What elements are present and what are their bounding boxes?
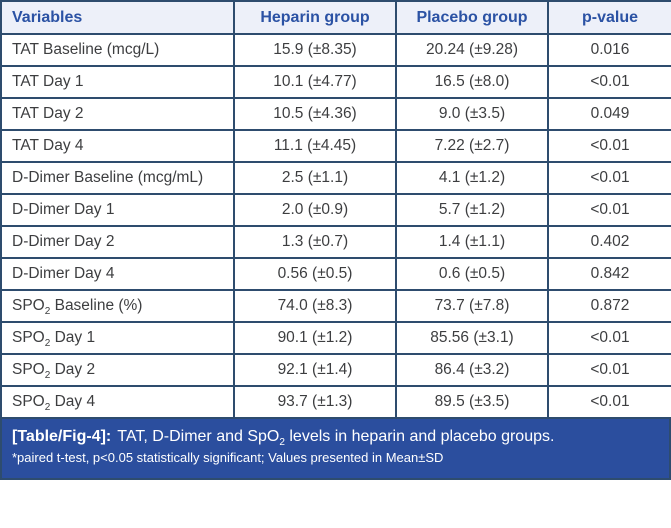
heparin-cell: 90.1 (±1.2) [233,321,397,355]
caption-label: [Table/Fig-4]: [12,428,112,445]
table-row: D-Dimer Baseline (mcg/mL) 2.5 (±1.1) 4.1 (… [0,161,671,195]
placebo-cell: 0.6 (±0.5) [395,257,549,291]
variable-cell: D-Dimer Baseline (mcg/mL) [0,161,235,195]
p-value-cell: 0.016 [547,33,671,67]
table-row: D-Dimer Day 1 2.0 (±0.9) 5.7 (±1.2) <0.01 [0,193,671,227]
subscript: 2 [44,306,51,317]
table-row: SPO2 Baseline (%) 74.0 (±8.3) 73.7 (±7.8) 0… [0,289,671,323]
variable-cell: TAT Day 4 [0,129,235,163]
table-row: D-Dimer Day 4 0.56 (±0.5) 0.6 (±0.5) 0.842 [0,257,671,291]
results-table: Variables Heparin group Placebo group p-val… [0,0,671,419]
subscript: 2 [44,338,51,349]
heparin-cell: 1.3 (±0.7) [233,225,397,259]
heparin-cell: 2.0 (±0.9) [233,193,397,227]
variable-cell: TAT Baseline (mcg/L) [0,33,235,67]
variable-cell: SPO2 Day 1 [0,321,235,355]
placebo-cell: 9.0 (±3.5) [395,97,549,131]
variable-cell: TAT Day 1 [0,65,235,99]
table-row: SPO2 Day 1 90.1 (±1.2) 85.56 (±3.1) <0.01 [0,321,671,355]
variable-cell: D-Dimer Day 2 [0,225,235,259]
heparin-cell: 0.56 (±0.5) [233,257,397,291]
placebo-cell: 20.24 (±9.28) [395,33,549,67]
subscript: 2 [44,402,51,413]
p-value-cell: 0.872 [547,289,671,323]
caption-text-pre: TAT, D-Dimer and SpO [117,428,280,445]
p-value-cell: 0.402 [547,225,671,259]
placebo-cell: 4.1 (±1.2) [395,161,549,195]
table-row: SPO2 Day 2 92.1 (±1.4) 86.4 (±3.2) <0.01 [0,353,671,387]
p-value-cell: <0.01 [547,385,671,419]
placebo-cell: 73.7 (±7.8) [395,289,549,323]
heparin-cell: 15.9 (±8.35) [233,33,397,67]
column-header: Heparin group [233,0,397,35]
caption-footnote: *paired t-test, p<0.05 statistically sig… [12,450,444,465]
placebo-cell: 86.4 (±3.2) [395,353,549,387]
heparin-cell: 10.5 (±4.36) [233,97,397,131]
p-value-cell: 0.049 [547,97,671,131]
column-header: Variables [0,0,235,35]
variable-cell: SPO2 Day 2 [0,353,235,387]
table-row: TAT Day 4 11.1 (±4.45) 7.22 (±2.7) <0.01 [0,129,671,163]
p-value-cell: <0.01 [547,321,671,355]
heparin-cell: 92.1 (±1.4) [233,353,397,387]
heparin-cell: 2.5 (±1.1) [233,161,397,195]
column-header: p-value [547,0,671,35]
variable-cell: D-Dimer Day 1 [0,193,235,227]
p-value-cell: 0.842 [547,257,671,291]
placebo-cell: 7.22 (±2.7) [395,129,549,163]
column-header: Placebo group [395,0,549,35]
variable-cell: SPO2 Day 4 [0,385,235,419]
caption-text-post: levels in heparin and placebo groups. [284,428,555,445]
header-row: Variables Heparin group Placebo group p-val… [0,0,671,35]
heparin-cell: 74.0 (±8.3) [233,289,397,323]
heparin-cell: 11.1 (±4.45) [233,129,397,163]
table-body: TAT Baseline (mcg/L) 15.9 (±8.35) 20.24 (±… [0,33,671,419]
heparin-cell: 93.7 (±1.3) [233,385,397,419]
p-value-cell: <0.01 [547,193,671,227]
placebo-cell: 5.7 (±1.2) [395,193,549,227]
p-value-cell: <0.01 [547,65,671,99]
placebo-cell: 16.5 (±8.0) [395,65,549,99]
placebo-cell: 89.5 (±3.5) [395,385,549,419]
subscript: 2 [44,370,51,381]
table-row: SPO2 Day 4 93.7 (±1.3) 89.5 (±3.5) <0.01 [0,385,671,419]
table-row: D-Dimer Day 2 1.3 (±0.7) 1.4 (±1.1) 0.402 [0,225,671,259]
variable-cell: D-Dimer Day 4 [0,257,235,291]
table-figure: Variables Heparin group Placebo group p-val… [0,0,671,480]
placebo-cell: 1.4 (±1.1) [395,225,549,259]
placebo-cell: 85.56 (±3.1) [395,321,549,355]
table-row: TAT Baseline (mcg/L) 15.9 (±8.35) 20.24 (±… [0,33,671,67]
variable-cell: SPO2 Baseline (%) [0,289,235,323]
table-caption: [Table/Fig-4]: TAT, D-Dimer and SpO2 leve… [0,419,671,480]
p-value-cell: <0.01 [547,129,671,163]
caption-title: [Table/Fig-4]: TAT, D-Dimer and SpO2 leve… [12,426,659,448]
table-row: TAT Day 2 10.5 (±4.36) 9.0 (±3.5) 0.049 [0,97,671,131]
p-value-cell: <0.01 [547,353,671,387]
p-value-cell: <0.01 [547,161,671,195]
variable-cell: TAT Day 2 [0,97,235,131]
heparin-cell: 10.1 (±4.77) [233,65,397,99]
caption-text-sub: 2 [279,437,285,448]
table-row: TAT Day 1 10.1 (±4.77) 16.5 (±8.0) <0.01 [0,65,671,99]
